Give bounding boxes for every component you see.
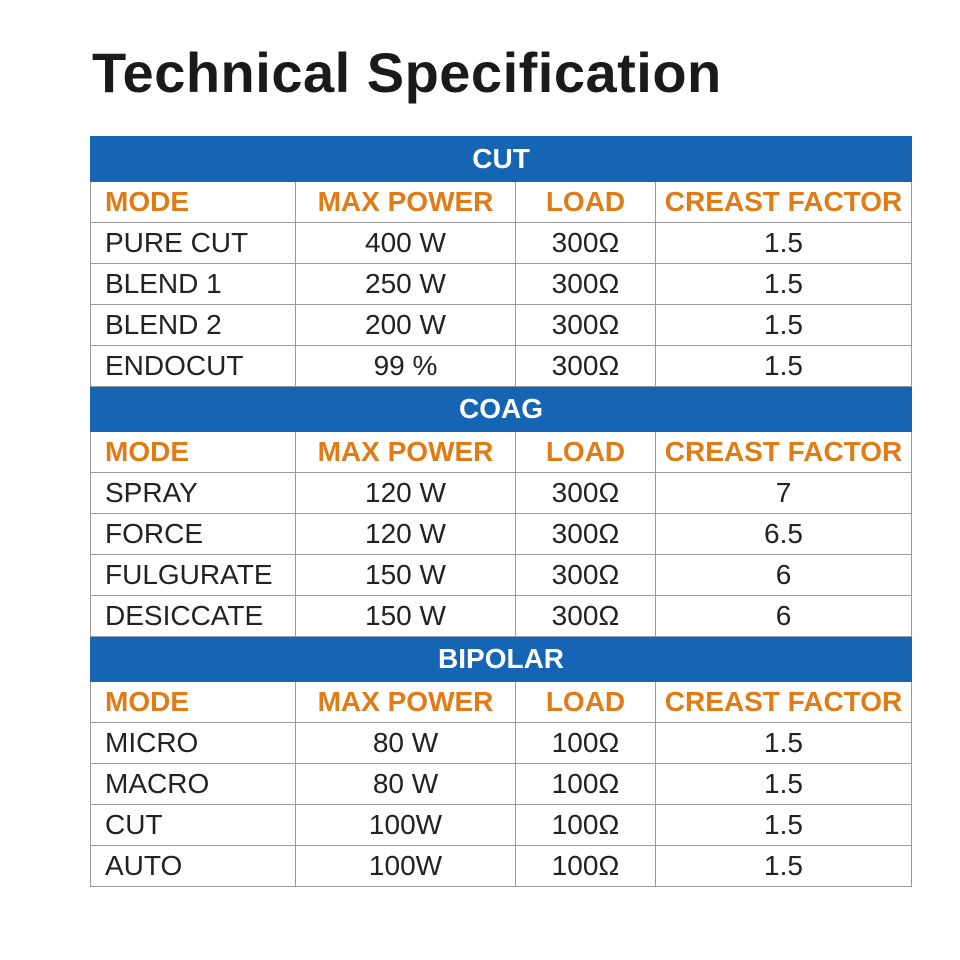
table-cell: 150 W: [295, 595, 516, 637]
table-cell: 1.5: [654, 304, 913, 346]
table-cell: 6.5: [654, 513, 913, 555]
column-header: LOAD: [515, 181, 656, 223]
table-cell: BLEND 1: [90, 263, 296, 305]
table-cell: 300Ω: [515, 345, 656, 387]
column-header: MAX POWER: [295, 181, 516, 223]
table-cell: 6: [654, 554, 913, 596]
spec-table-body: CUT MODE MAX POWER LOAD CREAST FACTOR PURE CU…: [89, 136, 913, 887]
table-cell: 100Ω: [515, 804, 656, 846]
table-row: MICRO 80 W 100Ω 1.5: [90, 722, 913, 764]
section-title: CUT: [89, 136, 913, 182]
table-cell: 300Ω: [515, 222, 656, 264]
table-cell: 1.5: [654, 263, 913, 305]
column-header: LOAD: [515, 431, 656, 473]
table-cell: 120 W: [295, 513, 516, 555]
table-row: SPRAY 120 W 300Ω 7: [90, 472, 913, 514]
table-row: FULGURATE 150 W 300Ω 6: [90, 554, 913, 596]
table-cell: 300Ω: [515, 595, 656, 637]
table-cell: 100W: [295, 804, 516, 846]
column-header: MODE: [90, 181, 296, 223]
column-header: CREAST FACTOR: [654, 681, 913, 723]
table-row: MACRO 80 W 100Ω 1.5: [90, 763, 913, 805]
table-row: BLEND 2 200 W 300Ω 1.5: [90, 304, 913, 346]
page-title: Technical Specification: [92, 41, 722, 104]
column-header-row: MODE MAX POWER LOAD CREAST FACTOR: [90, 181, 913, 223]
column-header-row: MODE MAX POWER LOAD CREAST FACTOR: [90, 431, 913, 473]
table-cell: 100W: [295, 845, 516, 887]
column-header: MAX POWER: [295, 431, 516, 473]
table-cell: 400 W: [295, 222, 516, 264]
table-cell: BLEND 2: [90, 304, 296, 346]
table-cell: 1.5: [654, 722, 913, 764]
section-title: BIPOLAR: [89, 636, 913, 682]
table-row: BLEND 1 250 W 300Ω 1.5: [90, 263, 913, 305]
table-cell: PURE CUT: [90, 222, 296, 264]
table-cell: 120 W: [295, 472, 516, 514]
section-header-cut: CUT: [89, 136, 913, 182]
table-cell: 100Ω: [515, 763, 656, 805]
table-cell: 99 %: [295, 345, 516, 387]
table-cell: MICRO: [90, 722, 296, 764]
table-cell: ENDOCUT: [90, 345, 296, 387]
table-cell: 1.5: [654, 845, 913, 887]
section-header-coag: COAG: [89, 386, 913, 432]
table-cell: 300Ω: [515, 304, 656, 346]
column-header: CREAST FACTOR: [654, 431, 913, 473]
table-cell: 80 W: [295, 763, 516, 805]
table-row: ENDOCUT 99 % 300Ω 1.5: [90, 345, 913, 387]
table-cell: 250 W: [295, 263, 516, 305]
table-cell: CUT: [90, 804, 296, 846]
table-cell: 300Ω: [515, 472, 656, 514]
table-cell: 1.5: [654, 222, 913, 264]
table-cell: 300Ω: [515, 263, 656, 305]
column-header: MODE: [90, 681, 296, 723]
table-cell: MACRO: [90, 763, 296, 805]
table-cell: 6: [654, 595, 913, 637]
table-cell: 100Ω: [515, 845, 656, 887]
table-row: AUTO 100W 100Ω 1.5: [90, 845, 913, 887]
table-cell: 100Ω: [515, 722, 656, 764]
table-cell: FORCE: [90, 513, 296, 555]
table-cell: 1.5: [654, 804, 913, 846]
section-header-bipolar: BIPOLAR: [89, 636, 913, 682]
table-cell: 200 W: [295, 304, 516, 346]
table-cell: AUTO: [90, 845, 296, 887]
table-row: CUT 100W 100Ω 1.5: [90, 804, 913, 846]
table-row: DESICCATE 150 W 300Ω 6: [90, 595, 913, 637]
table-row: FORCE 120 W 300Ω 6.5: [90, 513, 913, 555]
spec-table: CUT MODE MAX POWER LOAD CREAST FACTOR PURE CU…: [89, 136, 913, 887]
table-cell: 300Ω: [515, 513, 656, 555]
table-cell: 300Ω: [515, 554, 656, 596]
table-cell: 80 W: [295, 722, 516, 764]
table-cell: 1.5: [654, 345, 913, 387]
column-header: CREAST FACTOR: [654, 181, 913, 223]
table-cell: 1.5: [654, 763, 913, 805]
table-cell: FULGURATE: [90, 554, 296, 596]
column-header-row: MODE MAX POWER LOAD CREAST FACTOR: [90, 681, 913, 723]
table-cell: SPRAY: [90, 472, 296, 514]
column-header: MAX POWER: [295, 681, 516, 723]
column-header: LOAD: [515, 681, 656, 723]
table-cell: 7: [654, 472, 913, 514]
table-row: PURE CUT 400 W 300Ω 1.5: [90, 222, 913, 264]
section-title: COAG: [89, 386, 913, 432]
table-cell: DESICCATE: [90, 595, 296, 637]
table-cell: 150 W: [295, 554, 516, 596]
column-header: MODE: [90, 431, 296, 473]
